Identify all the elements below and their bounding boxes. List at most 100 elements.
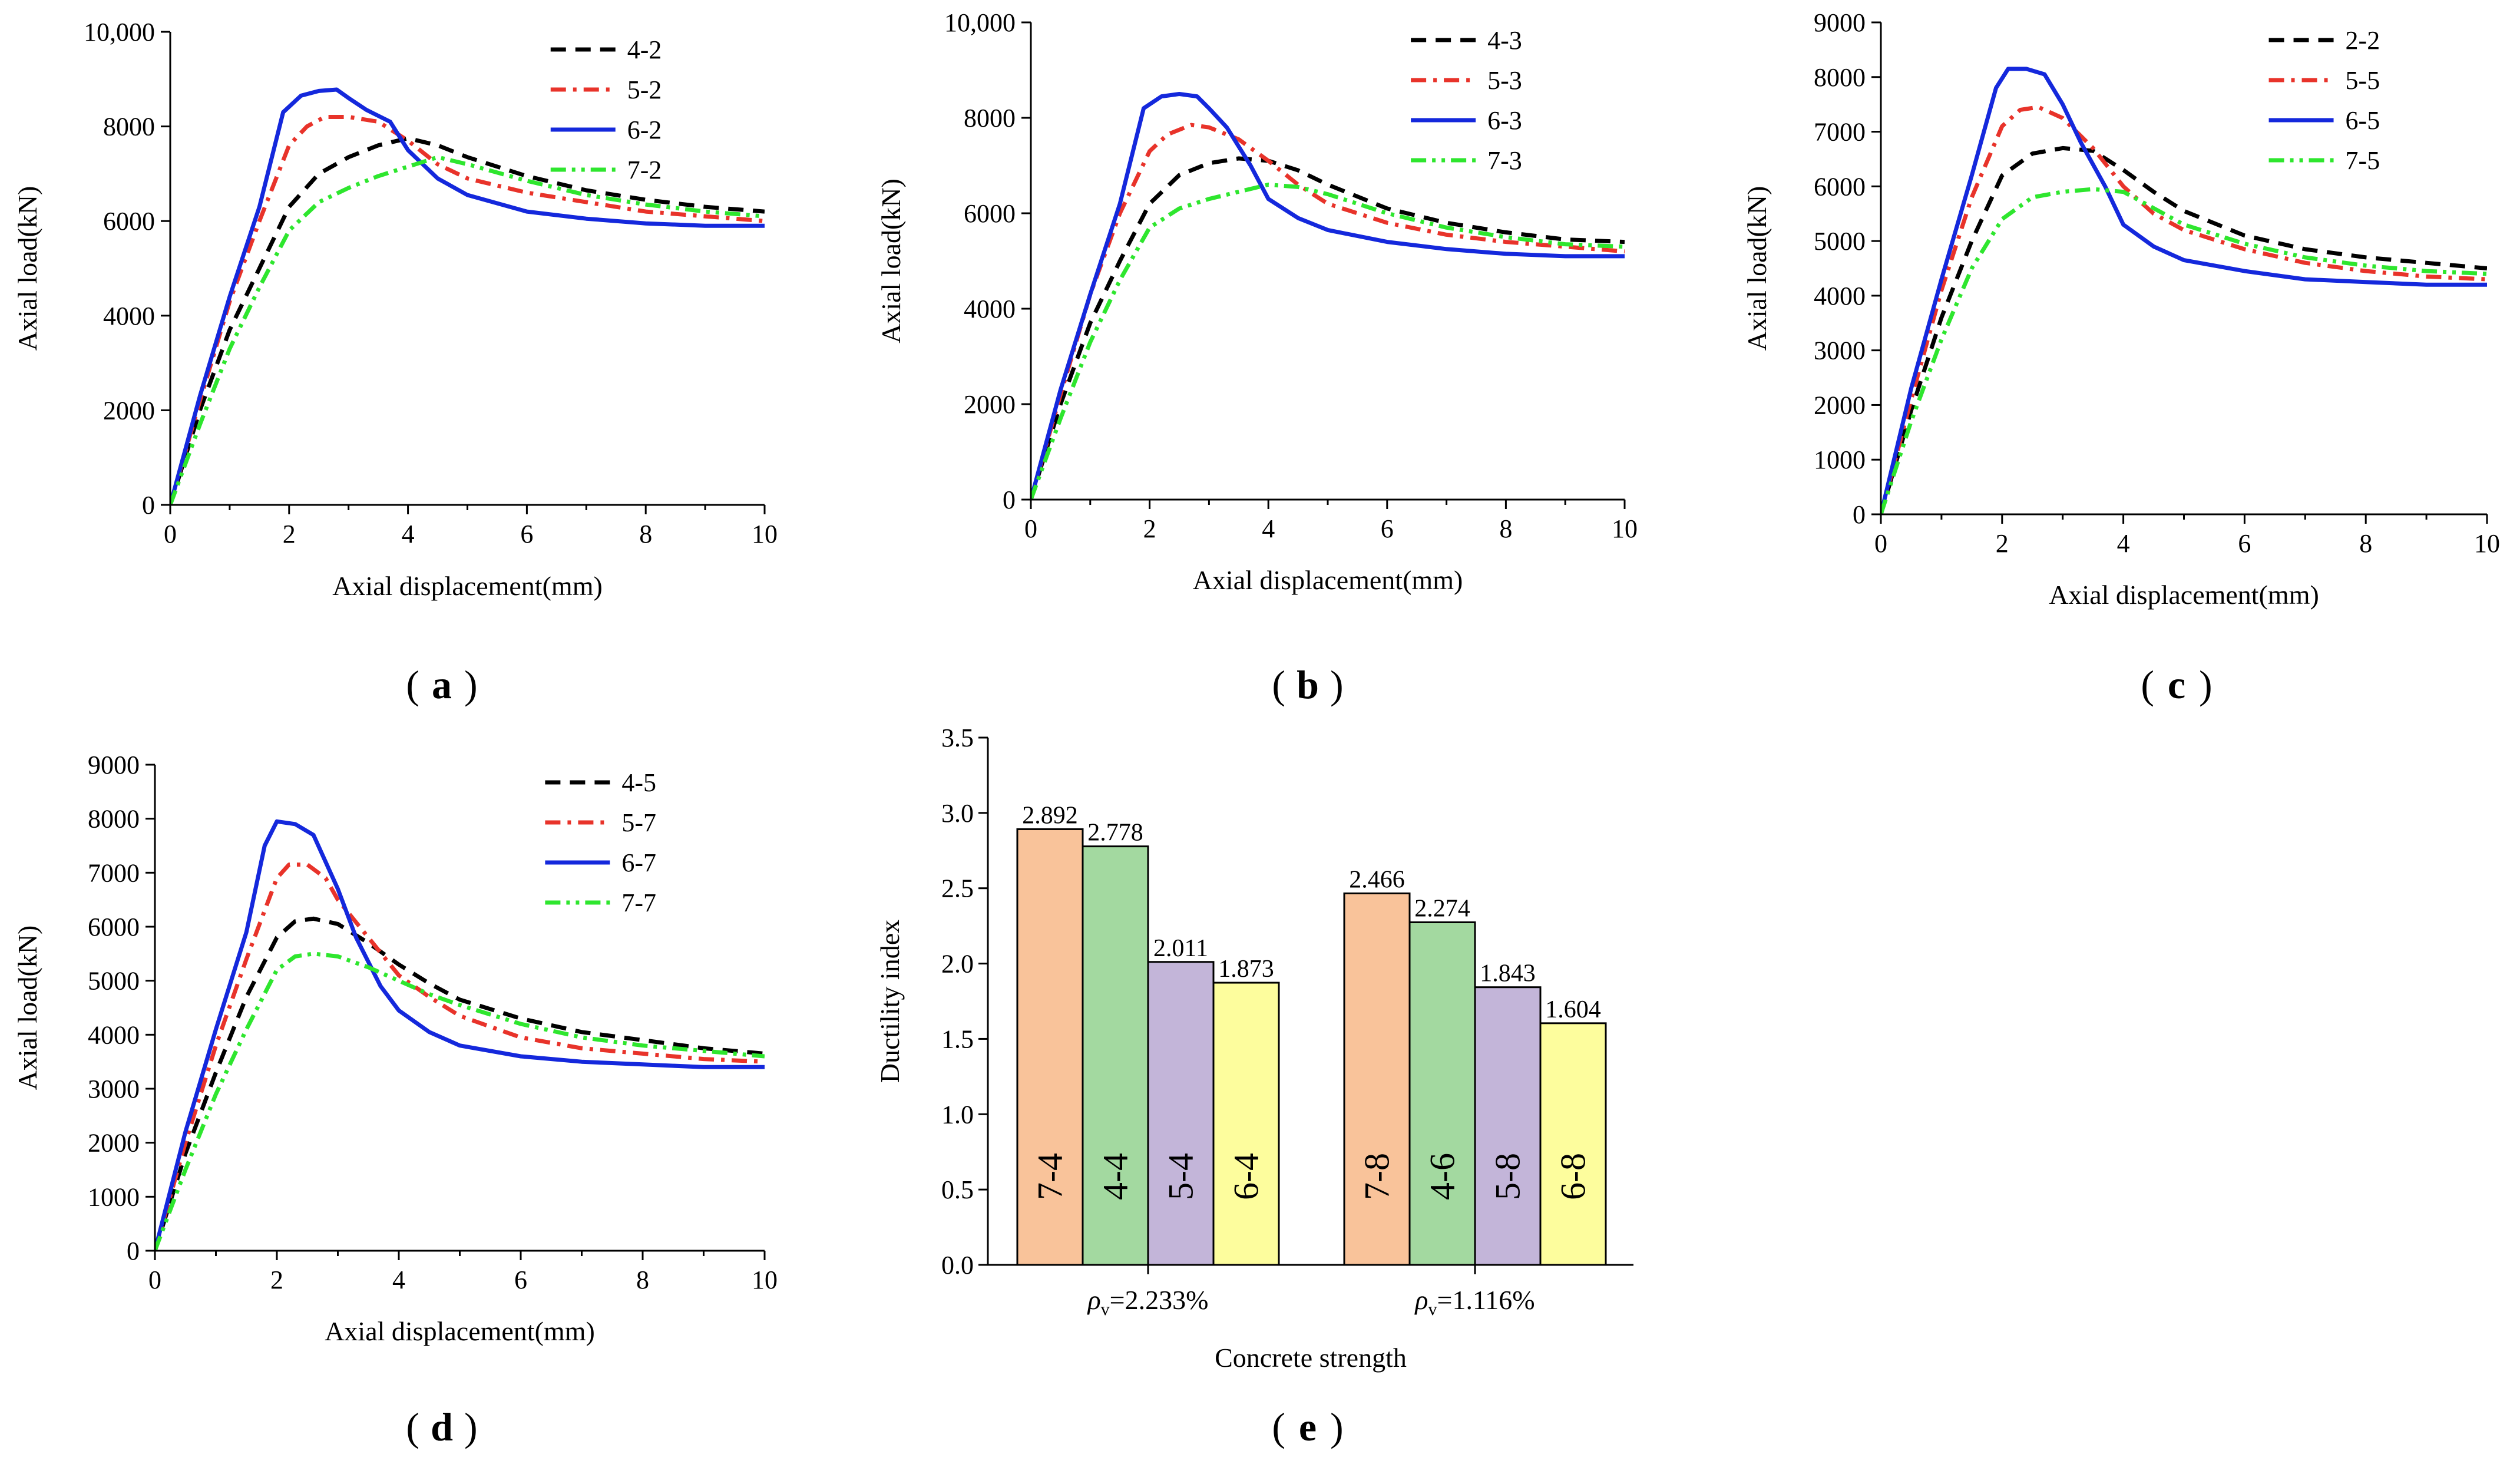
legend-label-7-7: 7-7 — [621, 888, 656, 917]
y-tick-label: 2000 — [103, 396, 155, 425]
legend-label-6-7: 6-7 — [621, 848, 656, 877]
panel-c-caption-close: ) — [2199, 662, 2213, 707]
bar-4-6 — [1408, 921, 1476, 1266]
y-tick-label: 9000 — [88, 751, 140, 779]
y-tick-label: 7000 — [88, 858, 140, 887]
series-line-6-5 — [1881, 67, 2487, 514]
series-group — [170, 87, 765, 505]
bar-name-label: 6-4 — [1227, 1153, 1266, 1200]
series-line-5-2 — [170, 115, 765, 505]
series-line-5-7 — [155, 862, 765, 1251]
y-tick-label: 5000 — [1814, 227, 1866, 256]
bar-7-8 — [1343, 892, 1411, 1266]
category-label: ρv=1.116% — [1414, 1285, 1535, 1319]
y-tick-label: 10,000 — [84, 18, 155, 47]
bar-value-label: 1.873 — [1218, 956, 1274, 983]
y-tick-label: 1.0 — [941, 1100, 974, 1129]
category-label-value: =2.233% — [1110, 1285, 1209, 1315]
series-group — [1881, 67, 2487, 514]
bar-name-label: 7-4 — [1031, 1153, 1070, 1200]
x-tick-label: 8 — [636, 1265, 649, 1294]
y-tick-label: 8000 — [103, 113, 155, 141]
panel-d-caption-open: ( — [406, 1404, 419, 1449]
chart-panel-a: ( a ) 0 2 4 6 8 10 0 2000 4000 6000 8000 10,000 Axia… — [12, 18, 778, 707]
legend-label-6-2: 6-2 — [627, 115, 662, 144]
category-label-value: =1.116% — [1437, 1285, 1535, 1315]
category-label-subscript: v — [1101, 1300, 1110, 1319]
y-tick-label: 0 — [127, 1237, 140, 1265]
bar-name-label: 5-4 — [1162, 1153, 1201, 1200]
x-tick-label: 6 — [514, 1265, 527, 1294]
series-group — [155, 819, 765, 1251]
bar-name-label: 5-8 — [1489, 1153, 1527, 1200]
legend-label-7-3: 7-3 — [1487, 146, 1522, 175]
category-label: ρv=2.233% — [1087, 1285, 1209, 1319]
panel-a-caption-letter: a — [432, 662, 452, 707]
x-axis-label: Axial displacement(mm) — [2049, 580, 2319, 610]
legend-label-7-2: 7-2 — [627, 156, 662, 184]
y-tick-label: 6000 — [1814, 172, 1866, 201]
y-axis-label: Axial load(kN) — [1742, 186, 1772, 351]
series-line-4-5 — [155, 916, 765, 1251]
y-tick-label: 1.5 — [941, 1025, 974, 1053]
x-tick-label: 2 — [1143, 514, 1156, 543]
bar-7-4 — [1016, 828, 1084, 1266]
x-tick-label: 0 — [148, 1265, 161, 1294]
y-tick-label: 0.0 — [941, 1251, 974, 1280]
legend-label-4-3: 4-3 — [1487, 26, 1522, 55]
y-tick-label: 6000 — [88, 913, 140, 941]
legend-label-5-7: 5-7 — [621, 808, 656, 837]
x-tick-label: 4 — [2117, 529, 2130, 558]
y-axis-label: Ductility index — [875, 920, 905, 1083]
y-tick-label: 6000 — [964, 199, 1016, 228]
y-tick-label: 0.5 — [941, 1175, 974, 1204]
x-tick-label: 2 — [1996, 529, 2009, 558]
y-tick-label: 8000 — [88, 805, 140, 834]
y-tick-label: 3000 — [1814, 336, 1866, 365]
series-line-6-2 — [170, 87, 765, 505]
series-line-4-3 — [1031, 156, 1625, 500]
x-tick-label: 10 — [2474, 529, 2500, 558]
chart-panel-d: ( d ) 0 2 4 6 8 10 0 1000 2000 3000 4000 5000 6000 70… — [12, 751, 778, 1449]
series-line-2-2 — [1881, 146, 2487, 514]
bar-value-label: 2.011 — [1153, 935, 1208, 962]
panel-b-caption-close: ) — [1330, 662, 1344, 707]
panel-a-caption-open: ( — [406, 662, 419, 707]
x-tick-label: 8 — [639, 520, 652, 548]
bar-value-label: 1.604 — [1545, 996, 1601, 1023]
y-tick-label: 1000 — [1814, 445, 1866, 474]
x-tick-label: 8 — [2359, 529, 2372, 558]
x-tick-label: 0 — [1024, 514, 1037, 543]
x-tick-label: 2 — [283, 520, 296, 548]
y-tick-label: 3.0 — [941, 799, 974, 828]
y-tick-label: 4000 — [1814, 282, 1866, 310]
panel-c-caption-open: ( — [2141, 662, 2154, 707]
y-tick-label: 5000 — [88, 967, 140, 996]
y-tick-label: 0 — [1003, 485, 1016, 514]
category-label-subscript: v — [1428, 1300, 1437, 1319]
chart-panel-e: ( e ) 2.8927-42.7784-42.0115-41.8736-4ρv… — [875, 723, 1633, 1449]
y-tick-label: 2000 — [88, 1129, 140, 1158]
bar-name-label: 4-4 — [1096, 1153, 1135, 1200]
x-tick-label: 0 — [1874, 529, 1887, 558]
y-tick-label: 2.0 — [941, 950, 974, 979]
panel-e-caption-open: ( — [1272, 1404, 1285, 1449]
chart-panel-b: ( b ) 0 2 4 6 8 10 0 2000 4000 6000 8000 10,000 Axia… — [876, 8, 1638, 707]
bar-value-label: 1.843 — [1480, 960, 1536, 987]
series-line-7-5 — [1881, 187, 2487, 514]
bar-5-4 — [1147, 961, 1215, 1266]
legend-label-5-3: 5-3 — [1487, 66, 1522, 95]
series-line-5-5 — [1881, 105, 2487, 514]
x-tick-label: 10 — [752, 520, 778, 548]
x-axis-label: Concrete strength — [1215, 1343, 1407, 1373]
y-axis-label: Axial load(kN) — [12, 186, 42, 351]
y-tick-label: 4000 — [88, 1020, 140, 1049]
y-tick-label: 7000 — [1814, 118, 1866, 147]
legend-label-6-3: 6-3 — [1487, 106, 1522, 135]
x-tick-label: 4 — [402, 520, 415, 548]
bar-name-label: 6-8 — [1554, 1153, 1593, 1200]
bar-value-label: 2.466 — [1349, 866, 1405, 893]
series-line-7-7 — [155, 951, 765, 1251]
x-tick-label: 8 — [1499, 514, 1512, 543]
